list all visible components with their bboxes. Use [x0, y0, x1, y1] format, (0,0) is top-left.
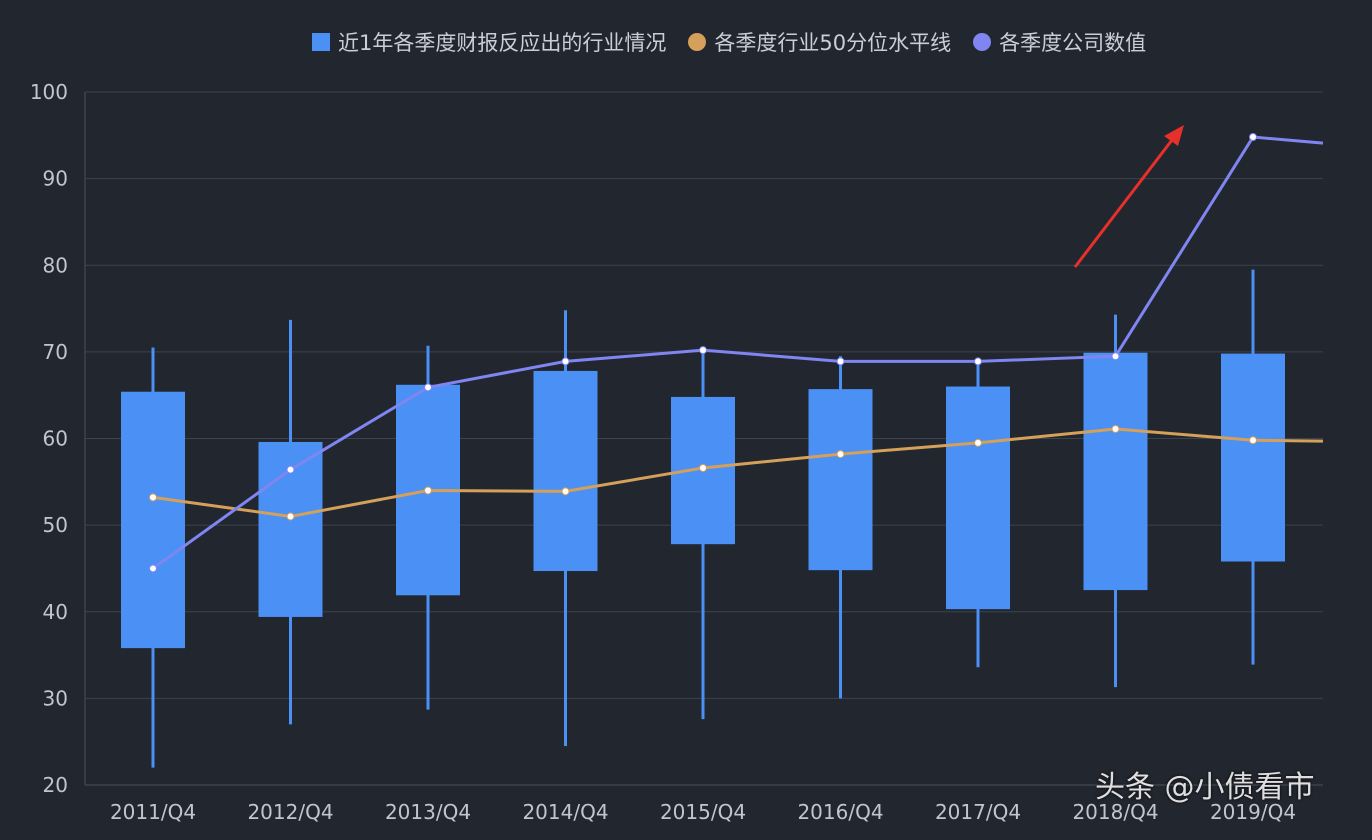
data-point	[1249, 133, 1257, 142]
y-tick-label: 60	[43, 427, 68, 451]
y-tick-label: 40	[43, 600, 68, 624]
legend-label: 近1年各季度财报反应出的行业情况	[338, 31, 667, 55]
data-point	[149, 493, 157, 502]
y-tick-label: 90	[43, 167, 68, 191]
legend-item-median[interactable]: 各季度行业50分位水平线	[688, 27, 951, 57]
data-point	[974, 357, 982, 366]
legend-swatch-circle	[973, 33, 992, 51]
x-tick-label: 2017/Q4	[935, 800, 1021, 824]
y-tick-label: 20	[43, 773, 68, 797]
box	[1083, 352, 1148, 591]
data-point	[424, 486, 432, 495]
data-point	[1111, 352, 1120, 361]
data-point	[836, 357, 845, 366]
x-tick-label: 2015/Q4	[660, 800, 746, 824]
data-point	[286, 465, 295, 474]
data-point	[699, 463, 707, 472]
legend-label: 各季度公司数值	[999, 31, 1147, 55]
box	[121, 391, 185, 649]
watermark: 头条 @小债看市	[1095, 770, 1315, 805]
series-line-company	[152, 135, 1324, 570]
x-tick-label: 2011/Q4	[110, 800, 196, 824]
legend-item-box[interactable]: 近1年各季度财报反应出的行业情况	[312, 27, 666, 57]
x-tick-label: 2013/Q4	[385, 800, 471, 824]
data-point	[1111, 424, 1120, 433]
data-point	[974, 438, 982, 447]
series-line-median	[152, 427, 1324, 518]
data-point	[561, 487, 570, 496]
x-tick-label: 2019/Q4	[1210, 800, 1296, 824]
y-tick-label: 50	[43, 513, 68, 537]
box	[1221, 353, 1285, 562]
data-point	[424, 383, 432, 392]
x-tick-label: 2016/Q4	[797, 800, 883, 824]
y-tick-label: 70	[43, 340, 68, 364]
legend-swatch-square	[312, 33, 330, 51]
data-point	[699, 346, 707, 355]
data-point	[561, 357, 570, 366]
legend-item-company[interactable]: 各季度公司数值	[973, 27, 1146, 57]
data-point	[1249, 436, 1257, 445]
legend: 近1年各季度财报反应出的行业情况 各季度行业50分位水平线 各季度公司数值	[312, 27, 1168, 57]
y-tick-label: 80	[43, 253, 68, 277]
box	[808, 389, 873, 571]
data-point	[286, 512, 295, 521]
data-point	[149, 564, 157, 573]
legend-label: 各季度行业50分位水平线	[714, 31, 952, 55]
annotation-arrow-head	[1164, 125, 1184, 146]
box	[946, 386, 1010, 610]
data-point	[836, 450, 845, 459]
box	[533, 370, 598, 572]
x-tick-label: 2012/Q4	[247, 800, 333, 824]
y-tick-label: 30	[43, 686, 68, 710]
annotation-arrow-line	[1073, 139, 1174, 268]
x-tick-label: 2014/Q4	[522, 800, 608, 824]
y-tick-label: 100	[30, 80, 68, 104]
x-tick-label: 2018/Q4	[1072, 800, 1158, 824]
legend-swatch-circle	[688, 33, 707, 51]
